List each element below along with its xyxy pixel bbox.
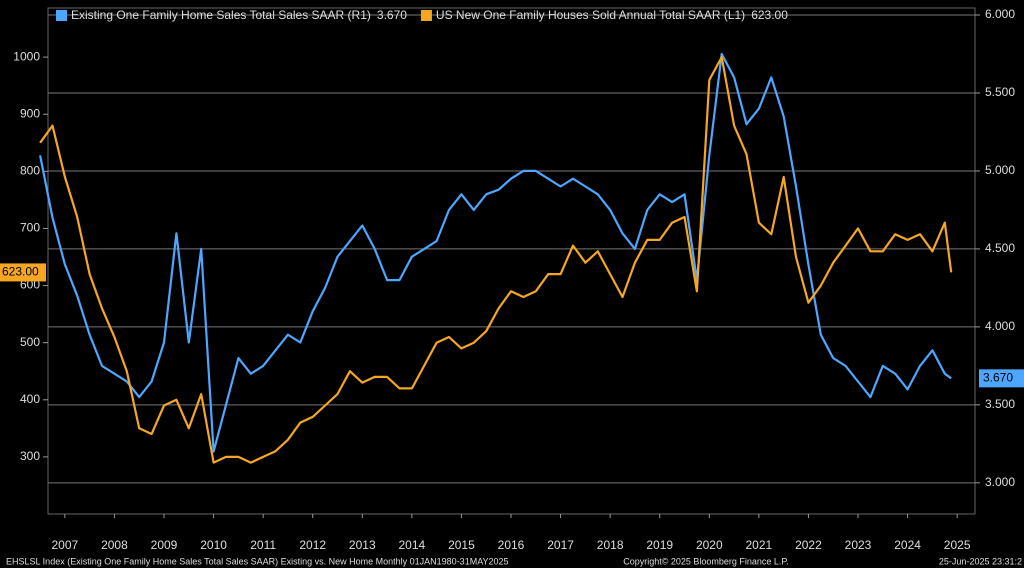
last-value-label: 3.670 bbox=[983, 371, 1013, 385]
last-value-box bbox=[0, 263, 46, 282]
x-tick-label: 2015 bbox=[448, 538, 475, 552]
last-value-label: 623.00 bbox=[2, 265, 39, 279]
y-tick-label: 400 bbox=[20, 392, 40, 406]
legend-swatch bbox=[56, 10, 67, 21]
y2-tick-label: 3.000 bbox=[985, 475, 1015, 489]
x-tick-label: 2013 bbox=[349, 538, 376, 552]
y2-tick-label: 6.000 bbox=[985, 7, 1015, 21]
y2-tick-label: 5.000 bbox=[985, 163, 1015, 177]
legend-swatch bbox=[420, 10, 432, 21]
x-tick-label: 2008 bbox=[101, 538, 128, 552]
x-tick-label: 2024 bbox=[894, 538, 921, 552]
y-tick-label: 300 bbox=[20, 449, 40, 463]
legend: Existing One Family Home Sales Total Sal… bbox=[56, 8, 788, 22]
x-tick-label: 2016 bbox=[498, 538, 525, 552]
legend-label: Existing One Family Home Sales Total Sal… bbox=[71, 8, 371, 22]
legend-value: 3.670 bbox=[377, 8, 407, 22]
last-value-box bbox=[979, 369, 1024, 388]
y2-tick-label: 4.000 bbox=[985, 319, 1015, 333]
footer-copyright: Copyright© 2025 Bloomberg Finance L.P. bbox=[623, 556, 789, 566]
x-tick-label: 2022 bbox=[795, 538, 822, 552]
x-tick-label: 2018 bbox=[597, 538, 624, 552]
footer-date: 25-Jun-2025 23:31:2 bbox=[939, 556, 1022, 566]
series-line bbox=[39, 52, 952, 453]
x-tick-label: 2010 bbox=[200, 538, 227, 552]
y-tick-label: 700 bbox=[20, 221, 40, 235]
x-tick-label: 2009 bbox=[151, 538, 178, 552]
x-tick-label: 2012 bbox=[299, 538, 326, 552]
x-tick-label: 2014 bbox=[399, 538, 426, 552]
x-tick-label: 2021 bbox=[746, 538, 773, 552]
y-tick-label: 900 bbox=[20, 106, 40, 120]
x-tick-label: 2007 bbox=[52, 538, 79, 552]
x-tick-label: 2023 bbox=[845, 538, 872, 552]
x-tick-label: 2017 bbox=[547, 538, 574, 552]
y2-tick-label: 4.500 bbox=[985, 241, 1015, 255]
x-tick-label: 2020 bbox=[696, 538, 723, 552]
y2-tick-label: 3.500 bbox=[985, 397, 1015, 411]
series-line bbox=[39, 56, 953, 464]
y-tick-label: 1000 bbox=[13, 49, 40, 63]
x-tick-label: 2011 bbox=[250, 538, 276, 552]
x-tick-label: 2019 bbox=[646, 538, 673, 552]
x-tick-label: 2025 bbox=[944, 538, 971, 552]
y2-tick-label: 5.500 bbox=[985, 85, 1015, 99]
legend-value: 623.00 bbox=[751, 8, 788, 22]
legend-label: US New One Family Houses Sold Annual Tot… bbox=[436, 8, 745, 22]
y-tick-label: 800 bbox=[20, 164, 40, 178]
footer-source: EHSLSL Index (Existing One Family Home S… bbox=[6, 556, 509, 566]
y-tick-label: 500 bbox=[20, 335, 40, 349]
